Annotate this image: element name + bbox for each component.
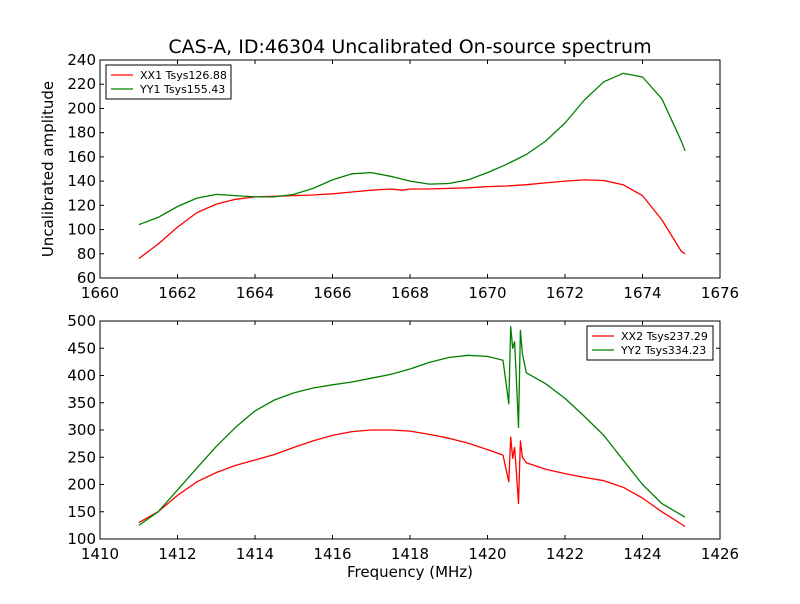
y-axis-label: Uncalibrated amplitude xyxy=(39,81,57,257)
x-tick-label: 1420 xyxy=(468,545,506,563)
x-tick-label: 1418 xyxy=(391,545,429,563)
y-tick-label: 240 xyxy=(67,51,96,69)
series-line-1 xyxy=(138,429,686,528)
x-tick-label: 1416 xyxy=(313,545,351,563)
legend-entry: YY1 Tsys155.43 xyxy=(139,83,225,96)
y-tick-label: 60 xyxy=(77,269,96,287)
series-line-2 xyxy=(138,72,686,226)
legend-entry: YY2 Tsys334.23 xyxy=(620,344,706,357)
x-tick-label: 1672 xyxy=(546,284,584,302)
x-tick-label: 1670 xyxy=(468,284,506,302)
x-tick-label: 1424 xyxy=(623,545,661,563)
y-tick-label: 120 xyxy=(67,196,96,214)
x-tick-label: 1660 xyxy=(81,284,119,302)
y-tick-label: 100 xyxy=(67,530,96,548)
legend-entry: XX1 Tsys126.88 xyxy=(140,69,227,82)
y-tick-label: 200 xyxy=(67,99,96,117)
y-tick-label: 250 xyxy=(67,448,96,466)
x-tick-label: 1664 xyxy=(236,284,274,302)
figure-title: CAS-A, ID:46304 Uncalibrated On-source s… xyxy=(168,36,651,58)
series-group xyxy=(138,325,686,528)
x-tick-label: 1668 xyxy=(391,284,429,302)
y-tick-label: 160 xyxy=(67,148,96,166)
y-tick-label: 100 xyxy=(67,221,96,239)
series-line-2 xyxy=(138,325,686,526)
x-tick-label: 1662 xyxy=(158,284,196,302)
y-tick-label: 80 xyxy=(77,245,96,263)
y-tick-label: 450 xyxy=(67,339,96,357)
y-tick-label: 500 xyxy=(67,312,96,330)
x-tick-label: 1412 xyxy=(158,545,196,563)
y-tick-label: 300 xyxy=(67,421,96,439)
y-tick-label: 350 xyxy=(67,394,96,412)
subplot-2: 1410 1412 1414 1416 1418 1420 1422 1424 1426 100 1… xyxy=(67,312,739,581)
x-tick-label: 1422 xyxy=(546,545,584,563)
x-tick-label: 1666 xyxy=(313,284,351,302)
x-tick-label: 1674 xyxy=(623,284,661,302)
y-tick-label: 140 xyxy=(67,172,96,190)
x-tick-label: 1414 xyxy=(236,545,274,563)
x-tick-label: 1676 xyxy=(701,284,739,302)
x-axis-label: Frequency (MHz) xyxy=(347,563,473,581)
y-tick-label: 180 xyxy=(67,124,96,142)
subplot-1: 1660 1662 1664 1666 1668 1670 1672 1674 1676 60 80… xyxy=(39,51,739,302)
x-tick-label: 1426 xyxy=(701,545,739,563)
legend-entry: XX2 Tsys237.29 xyxy=(621,330,708,343)
legend-box xyxy=(105,64,232,100)
y-tick-label: 400 xyxy=(67,367,96,385)
x-tick-label: 1410 xyxy=(81,545,119,563)
legend-box xyxy=(586,325,714,361)
y-tick-label: 150 xyxy=(67,503,96,521)
series-group xyxy=(138,72,686,260)
y-tick-label: 200 xyxy=(67,476,96,494)
y-tick-label: 220 xyxy=(67,75,96,93)
series-line-1 xyxy=(138,179,686,260)
